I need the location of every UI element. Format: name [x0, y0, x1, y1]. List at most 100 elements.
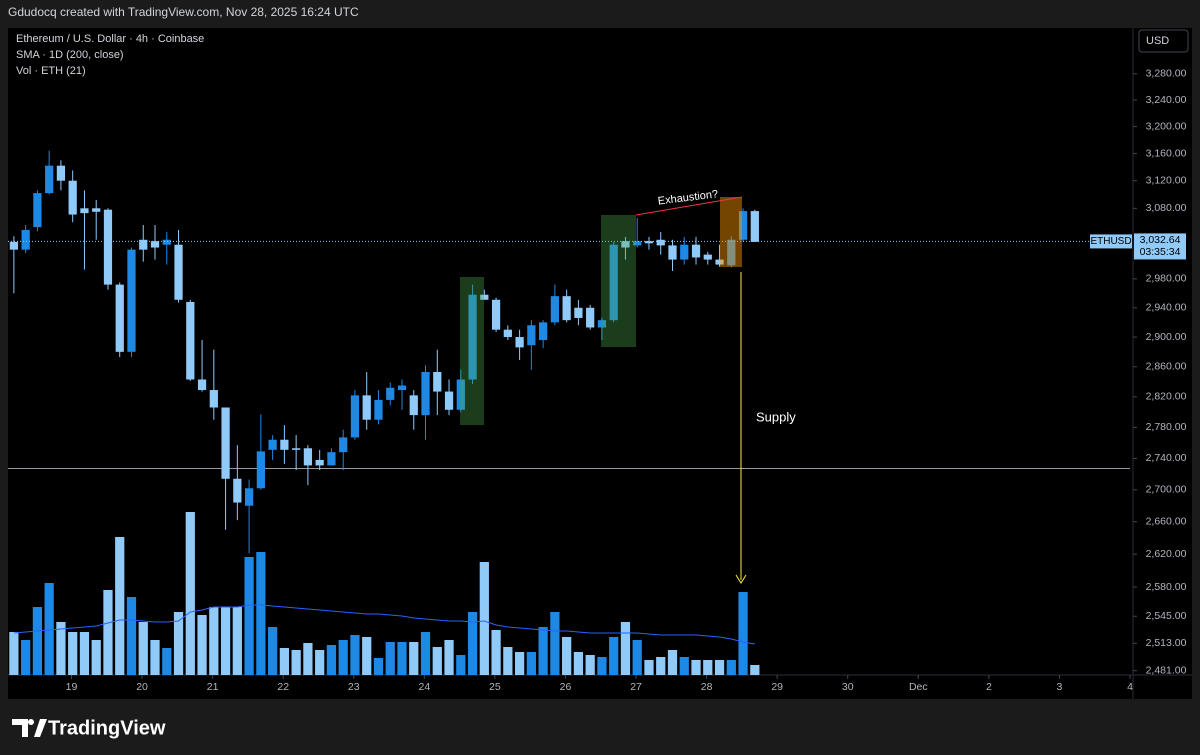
y-tick-label: 2,940.00 [1146, 302, 1187, 314]
candle-body [280, 439, 289, 450]
candle-body [456, 379, 465, 410]
y-tick-label: 2,780.00 [1146, 421, 1187, 433]
volume-bar [597, 657, 607, 675]
symbol-label: ETHUSD [1090, 236, 1131, 247]
volume-bar [9, 632, 19, 675]
volume-bar [514, 652, 525, 675]
logo-shape [34, 719, 47, 737]
volume-bar [656, 657, 666, 675]
volume-bar [467, 612, 478, 675]
volume-bar [138, 622, 148, 675]
candle-body [174, 244, 183, 300]
candle-body [715, 259, 724, 265]
volume-bar [291, 650, 301, 675]
y-tick-label: 3,200.00 [1146, 120, 1187, 132]
volume-bar [703, 660, 713, 675]
candle-body [421, 371, 430, 416]
volume-bar [397, 642, 407, 675]
candle-body [45, 165, 54, 194]
y-tick-label: 2,900.00 [1146, 331, 1187, 343]
candle-body [103, 209, 113, 285]
volume-bar [432, 647, 442, 675]
x-tick-label: 22 [277, 681, 289, 693]
legend-volume: Vol · ETH (21) [16, 65, 86, 77]
candle-body [550, 296, 560, 323]
candle-body [515, 337, 524, 348]
volume-bar [150, 640, 160, 675]
y-tick-label: 2,860.00 [1146, 361, 1187, 373]
candle-body [186, 301, 195, 380]
volume-bar [21, 640, 31, 675]
candle-body [644, 241, 654, 244]
volume-bar [444, 640, 454, 675]
x-tick-label: 3 [1057, 681, 1063, 693]
candle-body [268, 439, 277, 450]
y-tick-label: 2,820.00 [1146, 391, 1187, 403]
candle-body [292, 448, 301, 450]
x-tick-label: 29 [771, 681, 783, 693]
x-tick-label: 20 [136, 681, 148, 693]
volume-bar [162, 648, 172, 675]
price-tag [1134, 233, 1186, 260]
candle-body [621, 241, 630, 248]
y-tick-label: 2,481.00 [1146, 664, 1187, 676]
candle-body [468, 294, 477, 380]
x-tick-label: 4 [1127, 681, 1133, 693]
candle-body [738, 211, 748, 240]
volume-bar [232, 607, 242, 675]
candle-body [315, 459, 324, 466]
candle-body [680, 244, 689, 260]
candle-body [362, 395, 371, 420]
trend-line [635, 196, 743, 216]
candle-body [491, 299, 501, 330]
volume-bar [362, 637, 372, 675]
x-tick-label: 23 [348, 681, 360, 693]
candle-body [562, 296, 571, 321]
y-tick-label: 2,513.00 [1146, 637, 1187, 649]
candle-body [339, 437, 348, 453]
volume-bar [750, 665, 760, 675]
candle-body [233, 478, 242, 503]
candle-body [56, 165, 66, 181]
volume-bar [585, 655, 595, 675]
candle-body [244, 488, 254, 506]
candle-body [350, 395, 360, 438]
x-tick-label: 24 [418, 681, 430, 693]
candle-body [409, 395, 418, 416]
volume-bar [220, 607, 231, 675]
volume-bar [315, 650, 325, 675]
volume-bar [409, 642, 419, 675]
candle-body [727, 239, 736, 266]
candle-body [209, 390, 218, 408]
countdown-label: 03:35:34 [1140, 246, 1181, 258]
volume-bar [456, 655, 466, 675]
y-tick-label: 2,660.00 [1146, 516, 1187, 528]
y-tick-label: 3,120.00 [1146, 174, 1187, 186]
volume-bar [32, 607, 43, 675]
x-tick-label: 21 [207, 681, 219, 693]
x-tick-label: 28 [701, 681, 713, 693]
volume-bar [91, 640, 101, 675]
candle-body [480, 294, 489, 300]
candle-body [444, 391, 454, 410]
candle-body [668, 245, 677, 260]
chart-pane [8, 28, 1192, 699]
y-tick-label: 2,620.00 [1146, 548, 1187, 560]
candle-body [221, 407, 230, 479]
volume-bar [573, 652, 584, 675]
volume-bar [679, 657, 689, 675]
currency-button[interactable] [1138, 29, 1189, 53]
footer-brand: TradingView [48, 717, 166, 739]
y-tick-label: 2,580.00 [1146, 581, 1187, 593]
candle-body [586, 307, 595, 328]
candle-body [750, 211, 759, 242]
candle-body [597, 320, 607, 328]
volume-bar [115, 537, 125, 675]
volume-bar [126, 597, 137, 675]
volume-bar [714, 660, 725, 675]
y-tick-label: 3,080.00 [1146, 202, 1187, 214]
y-tick-label: 2,980.00 [1146, 273, 1187, 285]
volume-bar [279, 648, 289, 675]
highlight-box [460, 277, 484, 425]
y-tick-label: 2,545.00 [1146, 610, 1187, 622]
